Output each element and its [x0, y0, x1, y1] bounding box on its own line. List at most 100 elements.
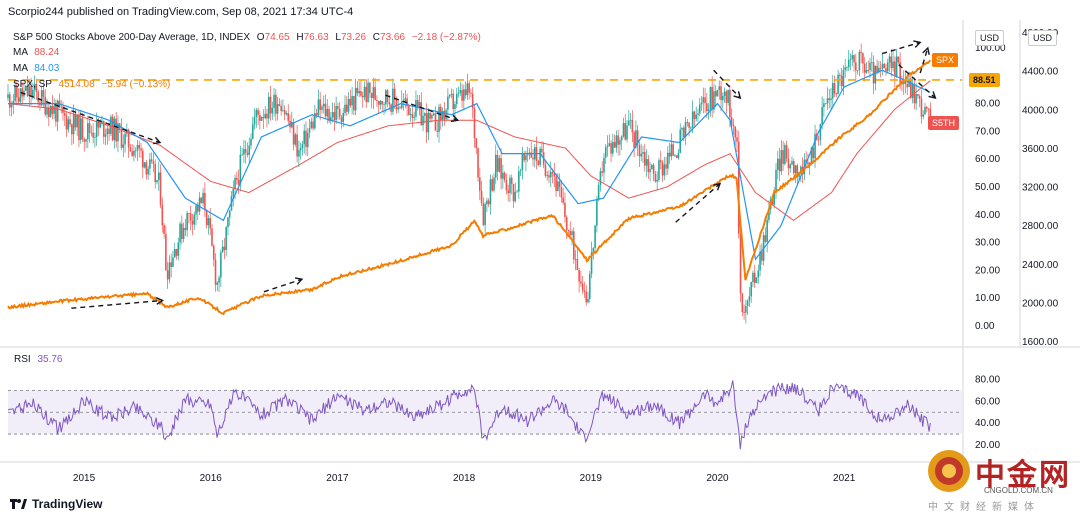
candle-body: [142, 150, 144, 168]
candle-body: [51, 105, 54, 114]
candle-body: [367, 82, 369, 102]
candle-body: [569, 231, 572, 235]
right-axis-tick-label: 2800.00: [1022, 221, 1059, 232]
candle-body: [257, 109, 259, 115]
candle-body: [878, 67, 880, 73]
candle-body: [787, 158, 790, 169]
candle-body: [707, 109, 710, 112]
candle-body: [780, 150, 783, 172]
candle-body: [97, 120, 100, 128]
candle-body: [800, 166, 802, 173]
candle-body: [143, 162, 146, 168]
candle-body: [166, 270, 169, 280]
candle-body: [734, 126, 737, 138]
candle-body: [553, 173, 556, 177]
candle-body: [331, 112, 334, 118]
ma2-value: 84.03: [34, 63, 60, 74]
candle-body: [870, 62, 873, 64]
candle-body: [895, 56, 898, 77]
candle-body: [613, 141, 616, 148]
candle-body: [716, 89, 719, 97]
trend-dashed-line: [71, 299, 163, 309]
ma2-line: [8, 69, 931, 261]
candle-body: [810, 147, 813, 163]
main-legend[interactable]: S&P 500 Stocks Above 200-Day Average, 1D…: [13, 32, 481, 43]
candle-body: [519, 170, 522, 172]
candle-body: [741, 293, 744, 313]
candle-body: [283, 110, 286, 115]
candle-body: [855, 62, 857, 71]
right-axis-tick-label: 3600.00: [1022, 144, 1059, 155]
candle-body: [674, 155, 676, 157]
tradingview-brand[interactable]: TradingView: [32, 497, 103, 511]
candle-body: [791, 161, 793, 165]
candle-body: [867, 69, 870, 71]
spx-legend[interactable]: SPX, SP 4514.08 −5.94 (−0.13%): [13, 79, 170, 90]
candle-body: [319, 99, 321, 110]
candle-body: [7, 94, 9, 99]
candle-body: [482, 203, 485, 226]
candle-body: [865, 69, 868, 73]
candle-body: [730, 117, 733, 125]
candle-body: [844, 67, 846, 71]
candle-body: [581, 283, 584, 291]
candle-body: [26, 85, 29, 97]
candle-body: [599, 171, 602, 186]
candle-body: [404, 98, 407, 102]
candle-body: [551, 172, 554, 174]
candle-body: [113, 118, 116, 141]
candle-body: [665, 164, 667, 169]
candle-body: [95, 120, 98, 137]
candle-body: [477, 148, 479, 178]
candle-body: [457, 92, 460, 94]
candle-body: [32, 90, 34, 97]
left-axis-tick-label: 30.00: [975, 238, 1000, 249]
candle-body: [133, 150, 135, 156]
candle-body: [555, 176, 557, 192]
candle-body: [512, 183, 515, 202]
candle-body: [445, 109, 447, 120]
right-axis-tick-label: 3200.00: [1022, 183, 1059, 194]
candle-body: [74, 113, 77, 128]
candle-body: [918, 95, 921, 99]
candle-body: [862, 53, 864, 64]
candle-body: [778, 158, 781, 172]
candle-body: [271, 107, 274, 114]
candle-body: [615, 135, 618, 148]
currency-label-right[interactable]: USD: [1028, 30, 1058, 46]
x-axis-tick-label: 2016: [200, 473, 223, 484]
rsi-bands: [8, 389, 962, 435]
currency-label-left[interactable]: USD: [975, 30, 1005, 46]
candle-body: [479, 177, 481, 191]
candle-body: [647, 159, 650, 173]
rsi-legend[interactable]: RSI 35.76: [14, 354, 62, 365]
candle-body: [917, 94, 919, 96]
candle-body: [766, 219, 768, 242]
candle-body: [620, 136, 623, 141]
candle-body: [347, 98, 350, 112]
candle-body: [510, 177, 513, 184]
spx-value: 4514.08: [58, 79, 95, 90]
candle-body: [764, 235, 767, 242]
candle-body: [617, 135, 619, 145]
candle-body: [604, 147, 607, 158]
candle-body: [330, 117, 332, 122]
candle-body: [792, 161, 795, 174]
ma2-legend[interactable]: MA 84.03: [13, 63, 59, 74]
candle-body: [115, 118, 117, 142]
candle-body: [691, 111, 694, 128]
candle-body: [706, 103, 708, 112]
candle-body: [858, 51, 861, 71]
candle-body: [360, 91, 362, 96]
candle-body: [16, 85, 18, 98]
candle-body: [225, 227, 227, 251]
candle-body: [642, 152, 644, 154]
candle-body: [175, 249, 178, 256]
candle-body: [594, 225, 596, 248]
candle-body: [775, 169, 777, 191]
left-axis-tick-label: 70.00: [975, 126, 1000, 137]
candle-body: [67, 119, 70, 130]
ma1-legend[interactable]: MA 88.24: [13, 47, 59, 58]
candle-body: [892, 61, 894, 69]
tradingview-logo-icon[interactable]: [10, 497, 28, 511]
